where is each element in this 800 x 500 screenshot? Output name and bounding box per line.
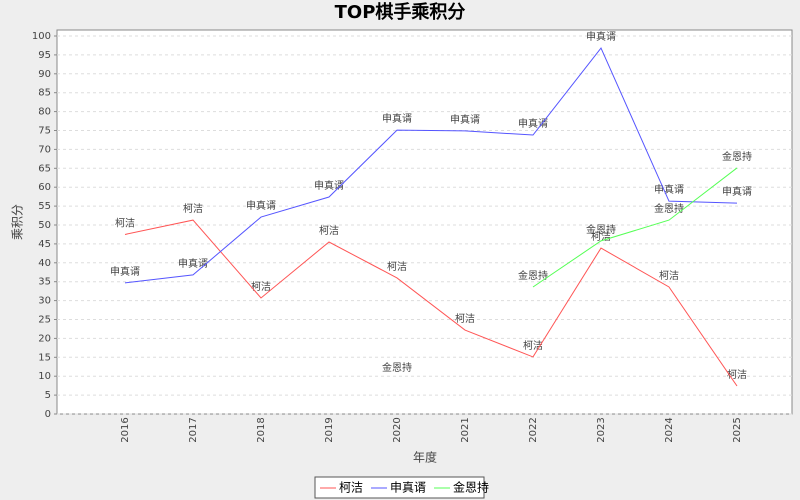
x-tick-label: 2016 xyxy=(120,417,131,442)
data-label: 申真谞 xyxy=(586,30,616,43)
plot-area xyxy=(56,29,793,415)
data-label: 金恩持 xyxy=(382,361,412,374)
data-label: 柯洁 xyxy=(659,269,679,282)
x-tick-label: 2017 xyxy=(188,417,199,442)
data-label: 柯洁 xyxy=(251,280,271,293)
y-tick-label: 45 xyxy=(38,239,51,250)
x-tick-label: 2025 xyxy=(732,417,743,442)
data-label: 柯洁 xyxy=(727,368,747,381)
data-label: 申真谞 xyxy=(314,179,344,192)
data-label: 柯洁 xyxy=(115,216,135,229)
legend-label: 金恩持 xyxy=(453,480,489,495)
data-label: 金恩持 xyxy=(654,202,684,215)
y-tick-label: 40 xyxy=(38,258,51,269)
y-tick-label: 90 xyxy=(38,69,51,80)
y-tick-label: 50 xyxy=(38,220,51,231)
y-tick-label: 0 xyxy=(45,409,51,420)
data-label: 申真谞 xyxy=(110,265,140,278)
data-label: 金恩持 xyxy=(722,150,752,163)
data-label: 申真谞 xyxy=(382,112,412,125)
y-tick-label: 15 xyxy=(38,352,51,363)
x-tick-label: 2020 xyxy=(392,417,403,442)
chart-title: TOP棋手乘积分 xyxy=(335,1,466,23)
data-label: 申真谞 xyxy=(178,257,208,270)
y-tick-label: 70 xyxy=(38,144,51,155)
y-tick-label: 80 xyxy=(38,107,51,118)
y-tick-label: 60 xyxy=(38,182,51,193)
x-tick-label: 2021 xyxy=(460,417,471,442)
y-tick-label: 20 xyxy=(38,333,51,344)
series-line xyxy=(532,167,738,288)
data-label: 金恩持 xyxy=(518,269,548,282)
x-tick-label: 2019 xyxy=(324,417,335,442)
y-tick-label: 30 xyxy=(38,296,51,307)
x-tick-label: 2023 xyxy=(596,417,607,442)
y-tick-label: 25 xyxy=(38,315,51,326)
y-tick-label: 100 xyxy=(32,31,51,42)
data-label: 申真谞 xyxy=(246,199,276,212)
x-tick-label: 2022 xyxy=(528,417,539,442)
y-tick-label: 75 xyxy=(38,126,51,137)
legend-label: 柯洁 xyxy=(339,481,363,495)
data-label: 柯洁 xyxy=(387,260,407,273)
y-tick-label: 5 xyxy=(45,390,51,401)
data-label: 申真谞 xyxy=(722,185,752,198)
series-line xyxy=(124,47,738,284)
y-tick-label: 10 xyxy=(38,371,51,382)
data-label: 金恩持 xyxy=(586,223,616,236)
y-tick-label: 65 xyxy=(38,163,51,174)
x-tick-label: 2024 xyxy=(664,417,675,442)
y-axis-label: 乘积分 xyxy=(11,204,25,240)
x-tick-label: 2018 xyxy=(256,417,267,442)
data-label: 申真谞 xyxy=(518,117,548,130)
data-label: 申真谞 xyxy=(654,183,684,196)
series-line xyxy=(124,219,738,387)
x-axis-label: 年度 xyxy=(413,450,437,465)
y-tick-label: 55 xyxy=(38,201,51,212)
y-tick-label: 95 xyxy=(38,50,51,61)
data-label: 柯洁 xyxy=(183,202,203,215)
legend-box xyxy=(314,476,485,499)
legend-label: 申真谞 xyxy=(390,481,426,495)
data-label: 柯洁 xyxy=(455,312,475,325)
y-tick-label: 35 xyxy=(38,277,51,288)
data-label: 柯洁 xyxy=(319,224,339,237)
data-label: 申真谞 xyxy=(450,113,480,126)
y-tick-label: 85 xyxy=(38,88,51,99)
